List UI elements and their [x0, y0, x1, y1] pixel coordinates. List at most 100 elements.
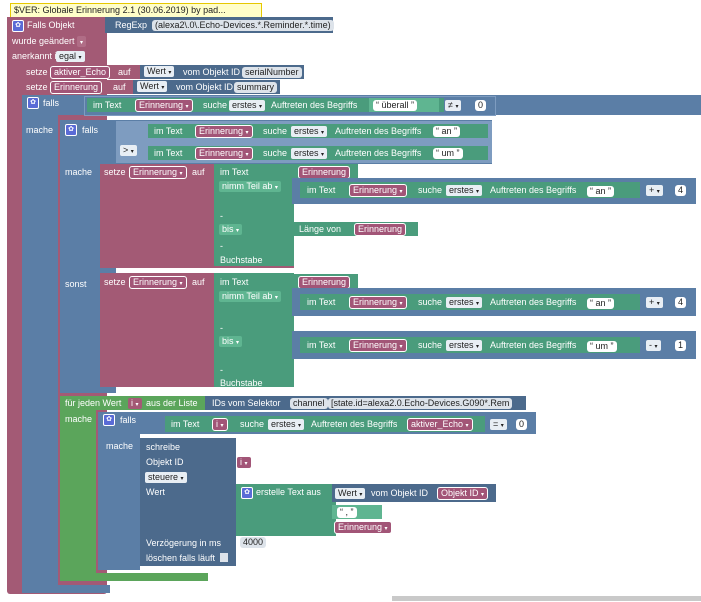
var-objekt-id[interactable]: Objekt ID ▾: [437, 487, 489, 500]
if-block-1-footer[interactable]: [22, 585, 110, 593]
auf-label: auf: [192, 167, 205, 177]
auftreten-label: Auftreten des Begriffs: [490, 340, 577, 350]
changed-dropdown-arrow[interactable]: ▾: [77, 36, 87, 47]
plus-dropdown[interactable]: + ▾: [646, 185, 663, 196]
nimm-teil-dropdown[interactable]: nimm Teil ab ▾: [219, 291, 281, 302]
var-erinnerung[interactable]: Erinnerung ▾: [135, 99, 193, 112]
var-erinnerung[interactable]: Erinnerung ▾: [195, 125, 253, 138]
number-input[interactable]: 4: [675, 297, 687, 308]
operator-dropdown[interactable]: = ▾: [490, 419, 507, 430]
regexp-pattern-input[interactable]: (alexa2\.0\.Echo-Devices.*.Reminder.*.ti…: [152, 20, 334, 31]
text-literal-input[interactable]: “ um ”: [587, 341, 617, 352]
vom-label: vom Objekt ID: [371, 488, 429, 498]
mache-label: mache: [26, 125, 54, 135]
im-text-label: im Text: [154, 126, 183, 136]
bis-dropdown[interactable]: bis ▾: [219, 224, 243, 235]
which-dropdown[interactable]: erstes ▾: [291, 126, 328, 137]
minus-dropdown[interactable]: - ▾: [646, 340, 661, 351]
var-erinnerung-text: Erinnerung: [133, 277, 178, 287]
im-text-label: im Text: [154, 148, 183, 158]
ids-selector-label: IDs vom Selektor: [212, 398, 281, 408]
im-text-label: im Text: [93, 100, 122, 110]
plus-dropdown[interactable]: + ▾: [646, 297, 663, 308]
mache-label: mache: [106, 441, 134, 451]
selector-input-1[interactable]: channel: [290, 398, 328, 409]
gear-icon[interactable]: ✿: [27, 97, 39, 109]
text-literal-input[interactable]: “ an ”: [587, 298, 615, 309]
which-dropdown[interactable]: erstes ▾: [446, 340, 483, 351]
gear-icon[interactable]: ✿: [65, 124, 77, 136]
var-erinnerung[interactable]: Erinnerung ▾: [349, 296, 407, 309]
nimm-value: nimm Teil ab: [222, 291, 273, 301]
var-objekt-id-text: Objekt ID: [441, 488, 479, 498]
indexof-block[interactable]: [165, 416, 485, 432]
var-aktiver-echo[interactable]: aktiver_Echo ▾: [407, 418, 473, 431]
wert-dropdown[interactable]: Wert ▾: [335, 488, 366, 499]
text-literal-input[interactable]: “ , ”: [337, 507, 357, 518]
wert-dropdown[interactable]: Wert ▾: [144, 66, 175, 77]
var-erinnerung-text: Erinnerung: [199, 148, 244, 158]
number-input[interactable]: 4: [675, 185, 687, 196]
if-block-3-body[interactable]: [98, 434, 140, 570]
text-literal-input[interactable]: “ an ”: [433, 126, 461, 137]
number-input[interactable]: 1: [675, 340, 687, 351]
plus-value: +: [649, 297, 655, 307]
text-literal-input[interactable]: “ um ”: [433, 148, 463, 159]
object-id-input[interactable]: serialNumber: [242, 67, 302, 78]
var-erinnerung[interactable]: Erinnerung ▾: [195, 147, 253, 160]
vom-label: vom Objekt ID: [183, 67, 241, 77]
substring-block[interactable]: [214, 164, 294, 266]
var-erinnerung[interactable]: Erinnerung ▾: [349, 339, 407, 352]
var-erinnerung[interactable]: Erinnerung: [50, 81, 103, 94]
object-id-input[interactable]: summary: [234, 82, 278, 93]
write-block[interactable]: [140, 438, 236, 566]
text-literal-input[interactable]: “ an ”: [587, 186, 615, 197]
if-block-1-body[interactable]: [22, 115, 58, 592]
var-erinnerung[interactable]: Erinnerung ▾: [129, 276, 187, 289]
number-input[interactable]: 0: [475, 100, 487, 111]
var-erinnerung[interactable]: Erinnerung: [354, 223, 407, 236]
gear-icon[interactable]: ✿: [12, 20, 24, 32]
for-each-body[interactable]: [60, 410, 96, 580]
for-each-footer[interactable]: [60, 573, 208, 581]
ack-dropdown[interactable]: egal ▾: [56, 51, 85, 62]
which-dropdown[interactable]: erstes ▾: [268, 419, 305, 430]
delay-input[interactable]: 4000: [240, 537, 267, 548]
trigger-header[interactable]: [7, 17, 107, 33]
var-erinnerung[interactable]: Erinnerung ▾: [129, 166, 187, 179]
gear-icon[interactable]: ✿: [241, 487, 253, 499]
gear-icon[interactable]: ✿: [103, 414, 115, 426]
comment-bubble[interactable]: $VER: Globale Erinnerung 2.1 (30.06.2019…: [10, 3, 262, 18]
steuere-dropdown[interactable]: steuere ▾: [145, 472, 187, 483]
setze-label: setze: [26, 67, 48, 77]
which-dropdown[interactable]: erstes ▾: [446, 185, 483, 196]
var-erinnerung[interactable]: Erinnerung ▾: [334, 521, 392, 534]
which-value: erstes: [449, 297, 474, 307]
auftreten-label: Auftreten des Begriffs: [335, 148, 422, 158]
nimm-teil-dropdown[interactable]: nimm Teil ab ▾: [219, 181, 281, 192]
which-dropdown[interactable]: erstes ▾: [446, 297, 483, 308]
suche-label: suche: [418, 340, 443, 350]
which-dropdown[interactable]: erstes ▾: [229, 100, 266, 111]
horizontal-scrollbar[interactable]: [392, 596, 701, 601]
loop-var-dropdown[interactable]: i ▾: [128, 398, 142, 409]
var-erinnerung-text: Erinnerung: [353, 185, 398, 195]
im-text-label: im Text: [307, 297, 336, 307]
var-i[interactable]: i ▾: [236, 456, 252, 469]
clear-checkbox[interactable]: [220, 553, 228, 562]
which-dropdown[interactable]: erstes ▾: [291, 148, 328, 159]
number-input[interactable]: 0: [516, 419, 528, 430]
auftreten-label: Auftreten des Begriffs: [271, 100, 358, 110]
operator-dropdown[interactable]: > ▾: [120, 145, 137, 156]
selector-input-2[interactable]: [state.id=alexa2.0.Echo-Devices.G090*.Re…: [328, 398, 513, 409]
text-literal-input[interactable]: “ überall ”: [373, 100, 418, 111]
which-value: erstes: [271, 419, 296, 429]
var-i[interactable]: i ▾: [212, 418, 228, 431]
sonst-label: sonst: [65, 279, 87, 289]
operator-value: >: [123, 145, 129, 155]
var-aktiver-echo[interactable]: aktiver_Echo: [50, 66, 111, 79]
operator-dropdown[interactable]: ≠ ▾: [445, 100, 462, 111]
var-erinnerung[interactable]: Erinnerung ▾: [349, 184, 407, 197]
bis-dropdown[interactable]: bis ▾: [219, 336, 243, 347]
wert-dropdown[interactable]: Wert ▾: [137, 81, 168, 92]
